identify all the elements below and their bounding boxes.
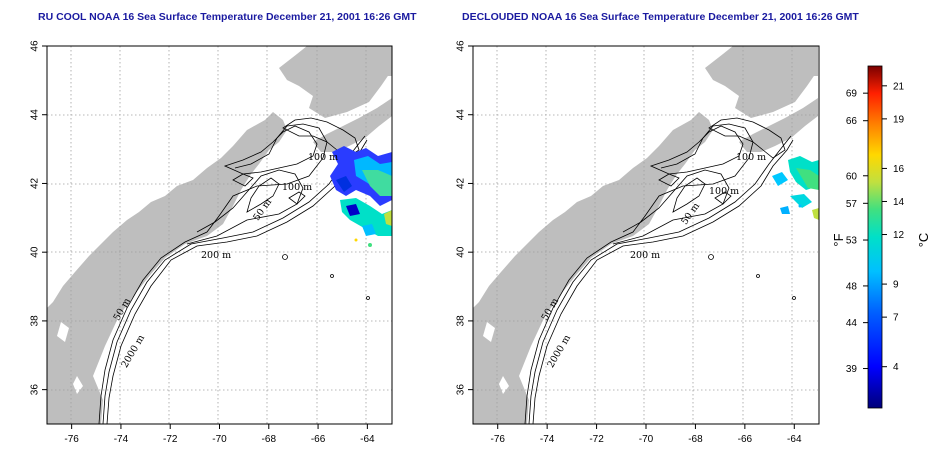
- fahrenheit-tick-label: 39: [846, 364, 858, 375]
- lon-tick-label: -66: [311, 434, 326, 445]
- lat-tick-label: 38: [30, 315, 41, 327]
- celsius-tick-label: 4: [893, 362, 899, 373]
- lat-tick-label: 46: [456, 40, 467, 52]
- contour-label: 100 m: [736, 152, 766, 163]
- lon-tick-label: -64: [360, 434, 375, 445]
- fahrenheit-tick-label: 48: [846, 281, 858, 292]
- lat-tick-label: 36: [30, 384, 41, 396]
- lat-tick-label: 46: [30, 40, 41, 52]
- fahrenheit-unit-label: °F: [831, 233, 846, 246]
- celsius-tick-label: 16: [893, 164, 905, 175]
- celsius-tick-label: 19: [893, 114, 905, 125]
- contour-label: 100 m: [282, 182, 312, 193]
- lon-tick-label: -68: [688, 434, 703, 445]
- celsius-tick-label: 9: [893, 280, 899, 291]
- right-map-title: DECLOUDED NOAA 16 Sea Surface Temperatur…: [462, 11, 859, 23]
- celsius-tick-label: 14: [893, 197, 905, 208]
- celsius-tick-label: 7: [893, 313, 899, 324]
- fahrenheit-tick-label: 60: [846, 171, 858, 182]
- fahrenheit-tick-label: 69: [846, 89, 858, 100]
- lon-tick-label: -64: [787, 434, 802, 445]
- fahrenheit-tick-label: 44: [846, 318, 858, 329]
- lon-tick-label: -74: [540, 434, 555, 445]
- lat-tick-label: 40: [30, 246, 41, 258]
- lat-tick-label: 38: [456, 315, 467, 327]
- lat-tick-label: 44: [456, 109, 467, 121]
- left-axis-ticks: -76 -74 -72 -70 -68 -66 -64 36 38 40 42 44 46: [30, 40, 375, 445]
- lon-tick-label: -76: [64, 434, 79, 445]
- lat-tick-label: 36: [456, 384, 467, 396]
- lat-tick-label: 42: [456, 177, 467, 189]
- celsius-tick-label: 21: [893, 81, 905, 92]
- sst-declouded-patch: [772, 156, 819, 220]
- lat-tick-label: 42: [30, 177, 41, 189]
- lon-tick-label: -66: [738, 434, 753, 445]
- contour-label: 100 m: [709, 186, 739, 197]
- right-map-panel: 100 m 100 m 50 m 200 m 50 m 2000 m -76 -7…: [456, 40, 820, 445]
- sst-data-patch: [330, 146, 392, 247]
- lon-tick-label: -76: [490, 434, 505, 445]
- contour-label: 100 m: [308, 152, 338, 163]
- left-map-panel: 100 m 100 m 50 m 200 m 50 m 2000 m -76 -7…: [30, 40, 393, 445]
- temperature-colorbar: 21 19 16 14 12 9 7 4 69 66 60 57 53 48 44 39 °F °C: [831, 65, 931, 409]
- celsius-unit-label: °C: [916, 233, 931, 248]
- contour-label: 200 m: [630, 250, 660, 261]
- fahrenheit-tick-label: 66: [846, 116, 858, 127]
- right-axis-ticks: -76 -74 -72 -70 -68 -66 -64 36 38 40 42 44 46: [456, 40, 802, 445]
- lon-tick-label: -70: [212, 434, 227, 445]
- lon-tick-label: -68: [262, 434, 277, 445]
- lon-tick-label: -70: [639, 434, 654, 445]
- contour-label: 200 m: [201, 250, 231, 261]
- celsius-tick-label: 12: [893, 230, 905, 241]
- lon-tick-label: -72: [163, 434, 178, 445]
- fahrenheit-tick-label: 53: [846, 236, 858, 247]
- left-map-title: RU COOL NOAA 16 Sea Surface Temperature …: [38, 11, 417, 23]
- lon-tick-label: -72: [589, 434, 604, 445]
- lat-tick-label: 40: [456, 246, 467, 258]
- lon-tick-label: -74: [114, 434, 129, 445]
- lat-tick-label: 44: [30, 109, 41, 121]
- fahrenheit-tick-label: 57: [846, 199, 858, 210]
